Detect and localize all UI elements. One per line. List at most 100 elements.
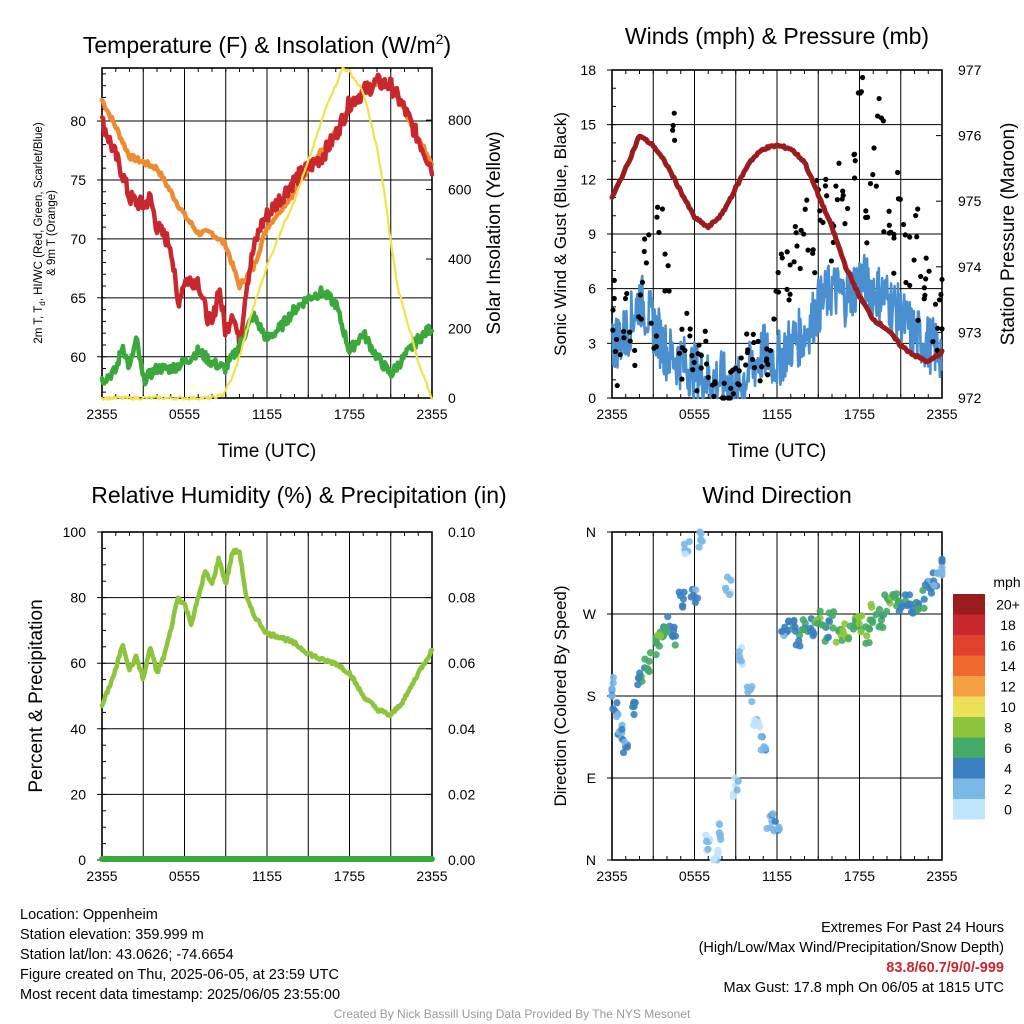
gust-point (775, 289, 782, 295)
gust-point (793, 230, 799, 236)
gust-point (671, 110, 677, 116)
credit-line: Created By Nick Bassill Using Data Provi… (333, 1007, 691, 1021)
gust-point (702, 328, 708, 334)
gust-point (764, 372, 771, 378)
gust-point (676, 350, 682, 356)
direction-point (771, 817, 779, 825)
y-tick-label-left: 60 (70, 655, 86, 671)
direction-point (866, 616, 874, 624)
gust-point (891, 270, 897, 276)
y-tick-label-left: N (586, 852, 596, 868)
x-tick-label: 0555 (169, 868, 200, 884)
y-tick-label-left: 12 (580, 171, 596, 187)
legend-label: 12 (1000, 678, 1016, 694)
gust-point (725, 395, 731, 401)
direction-point (619, 748, 628, 757)
gust-point (670, 127, 676, 133)
gust-point (935, 325, 941, 331)
gust-point (775, 269, 781, 276)
direction-point (675, 588, 683, 596)
gust-point (691, 359, 697, 366)
gust-point (894, 169, 901, 176)
y-tick-label-right: 600 (448, 182, 472, 198)
extremes-subheading: (High/Low/Max Wind/Precipitation/Snow De… (698, 940, 1004, 956)
direction-point (849, 625, 858, 633)
direction-point (733, 786, 741, 794)
direction-point (894, 597, 903, 605)
gust-point (870, 171, 876, 178)
gust-point (791, 259, 797, 265)
gust-point (880, 118, 886, 124)
gust-point (617, 352, 623, 358)
gust-point (875, 113, 881, 119)
y-tick-label-right: 0.10 (448, 524, 475, 540)
direction-point (938, 564, 946, 572)
direction-point (816, 607, 824, 615)
gust-point (698, 365, 704, 371)
gust-point (784, 249, 790, 255)
y-tick-label-right: 976 (958, 128, 982, 144)
legend-swatch (953, 737, 985, 758)
y-tick-label-right: 0.06 (448, 655, 475, 671)
direction-point (670, 623, 678, 631)
y-axis-label-left: Direction (Colored By Speed) (551, 585, 570, 806)
gust-point (915, 317, 921, 323)
gust-point (851, 151, 858, 157)
x-tick-label: 1755 (334, 868, 365, 884)
gust-point (845, 205, 851, 212)
gust-point (721, 380, 727, 386)
gust-point (751, 365, 758, 371)
gust-point (613, 336, 620, 343)
direction-point (612, 712, 621, 721)
gust-point (851, 175, 858, 181)
direction-point (791, 623, 799, 631)
figure-created: Figure created on Thu, 2025-06-05, at 23… (20, 967, 339, 983)
direction-point (723, 573, 732, 581)
gust-point (888, 229, 894, 235)
gust-point (891, 235, 897, 241)
direction-point (921, 581, 929, 589)
gust-point (810, 250, 816, 256)
gust-point (736, 382, 742, 388)
gust-point (907, 234, 913, 240)
y-tick-label-left: 0 (78, 852, 86, 868)
gust-point (792, 223, 798, 230)
direction-point (634, 681, 642, 689)
gust-point (611, 295, 617, 302)
x-tick-label: 1755 (334, 406, 365, 422)
x-tick-label: 2355 (596, 868, 627, 884)
x-tick-label: 2355 (926, 406, 957, 422)
direction-point (824, 633, 832, 641)
direction-point (914, 605, 922, 613)
y-tick-label-left: 75 (70, 172, 86, 188)
gust-point (771, 316, 777, 322)
direction-point (679, 595, 688, 603)
x-tick-label: 1755 (844, 868, 875, 884)
gust-point (784, 286, 790, 292)
direction-point (857, 612, 866, 620)
gust-point (639, 279, 646, 285)
legend-swatch (953, 758, 985, 779)
gust-point (654, 204, 661, 210)
gust-point (900, 221, 907, 228)
direction-point (630, 710, 638, 719)
legend-swatch (953, 655, 985, 676)
gust-point (787, 291, 793, 297)
gust-point (767, 347, 774, 354)
y-axis-label-left: 2m T, Td, HI/WC (Red, Green, Scarlet/Blu… (33, 122, 58, 343)
gust-point (732, 365, 739, 371)
chart-title: Winds (mph) & Pressure (mb) (625, 23, 929, 49)
gust-point (934, 347, 940, 353)
y-tick-label-right: 974 (958, 259, 982, 275)
x-tick-label: 2355 (596, 406, 627, 422)
gust-point (744, 331, 750, 337)
direction-point (608, 692, 616, 700)
gust-point (936, 297, 943, 303)
x-tick-label: 2355 (86, 868, 117, 884)
y-tick-label-left: 80 (70, 590, 86, 606)
direction-point (880, 611, 888, 619)
direction-point (608, 685, 616, 693)
gust-point (864, 240, 870, 246)
gust-point (672, 137, 678, 143)
